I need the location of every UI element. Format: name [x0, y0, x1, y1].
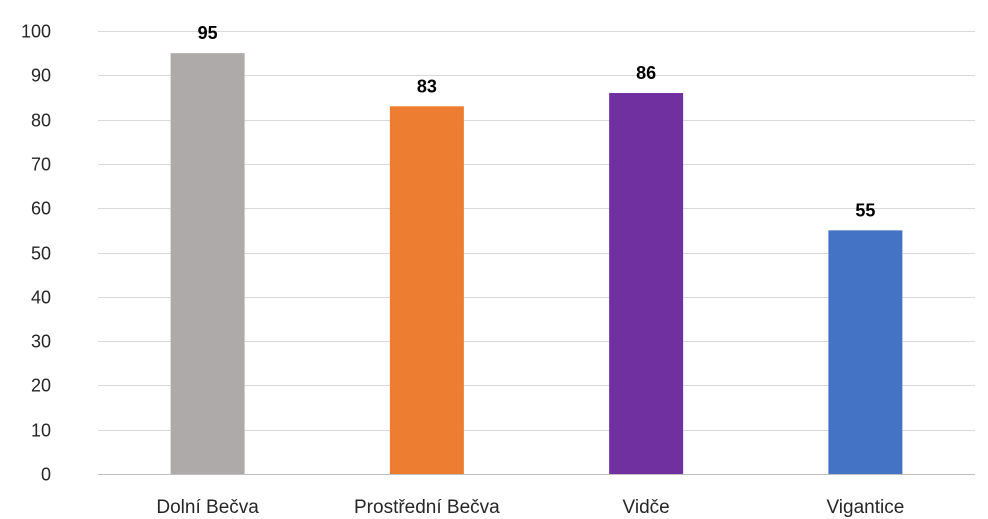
data-label: 83	[417, 76, 437, 96]
y-tick-label: 60	[31, 199, 51, 219]
x-category-label: Vidče	[623, 497, 670, 518]
y-tick-label: 90	[31, 66, 51, 86]
y-tick-label: 70	[31, 155, 51, 175]
bars	[170, 53, 903, 475]
bar	[389, 106, 464, 474]
data-labels: 95 83 86 55	[198, 23, 876, 220]
data-label: 55	[855, 200, 875, 220]
data-label: 95	[198, 23, 218, 43]
data-label: 86	[636, 63, 656, 83]
x-category-label: Dolní Bečva	[156, 497, 259, 518]
y-tick-label: 10	[31, 421, 51, 441]
x-axis-categories: Dolní Bečva Prostřední Bečva Vidče Vigantic…	[156, 497, 904, 518]
y-tick-label: 0	[41, 465, 51, 485]
bar	[828, 230, 903, 474]
bar	[170, 53, 245, 475]
y-tick-label: 40	[31, 288, 51, 308]
x-category-label: Prostřední Bečva	[354, 497, 500, 518]
y-tick-label: 30	[31, 332, 51, 352]
x-category-label: Vigantice	[826, 497, 904, 518]
y-tick-label: 80	[31, 111, 51, 131]
y-tick-label: 50	[31, 244, 51, 264]
y-tick-label: 100	[21, 22, 51, 42]
bar	[609, 93, 684, 475]
y-axis-ticks: 0 10 20 30 40 50 60 70 80 90 100	[21, 22, 51, 485]
y-tick-label: 20	[31, 376, 51, 396]
